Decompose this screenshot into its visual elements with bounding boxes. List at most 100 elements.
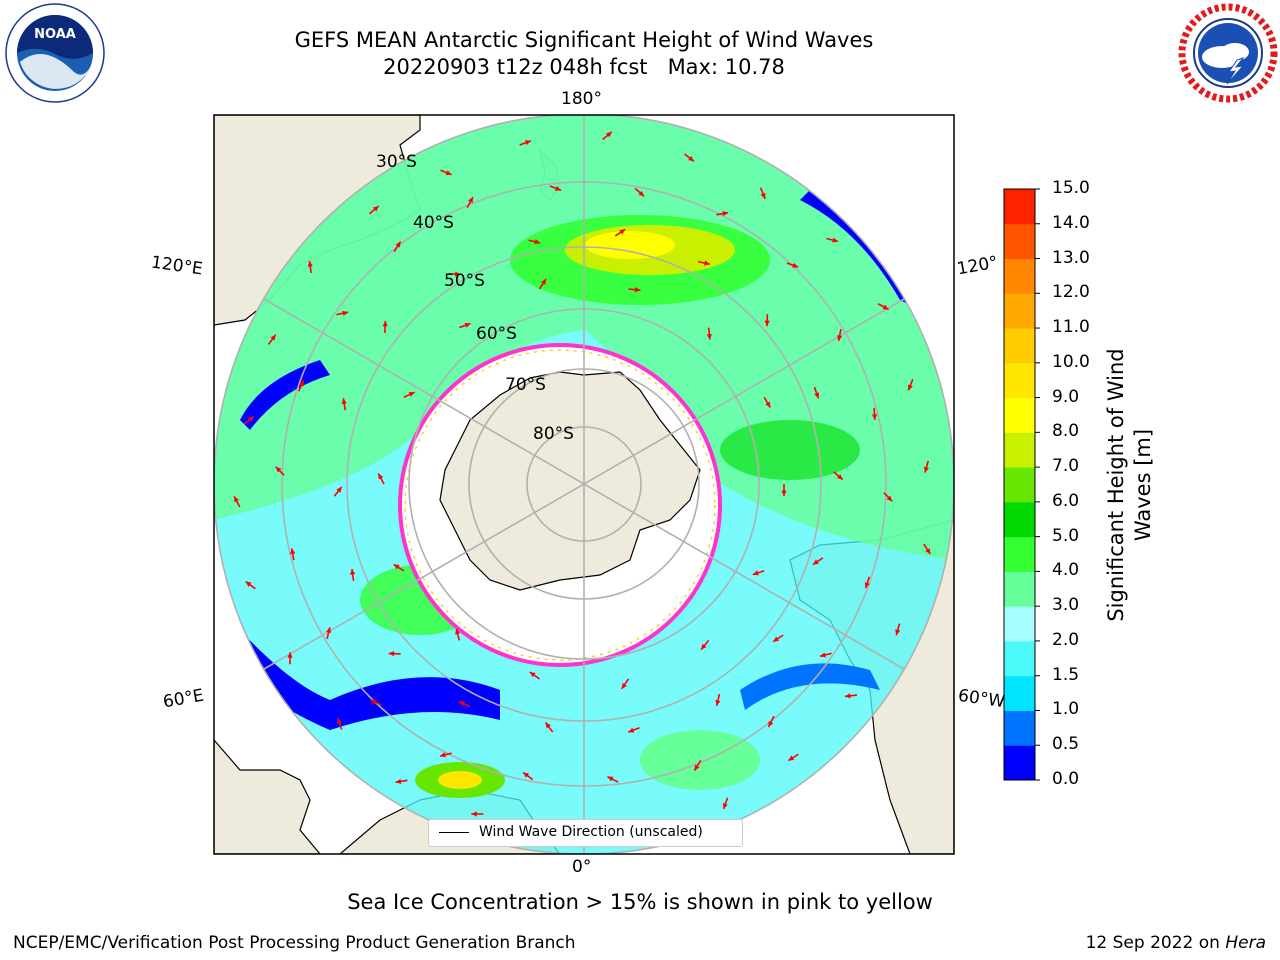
wave-direction-arrowhead: [765, 401, 771, 408]
colorbar-tick-label: 0.0: [1052, 769, 1080, 789]
colorbar-tick-label: 8.0: [1052, 421, 1080, 442]
wave-direction-arrowhead: [812, 559, 819, 565]
colorbar-tick-label: 4.0: [1052, 560, 1080, 581]
colorbar-tick-label: 13.0: [1052, 247, 1090, 268]
colorbar-band: [1004, 675, 1035, 711]
sea-ice-caption: Sea Ice Concentration > 15% is shown in …: [347, 890, 933, 914]
colorbar-tick-label: 7.0: [1052, 456, 1080, 477]
wave-direction-arrowhead: [704, 260, 710, 266]
colorbar-tick-label: 1.0: [1052, 699, 1080, 720]
colorbar-tick-label: 15.0: [1052, 178, 1090, 198]
wave-direction-arrowhead: [372, 206, 379, 212]
wave-direction-arrowhead: [408, 392, 415, 397]
colorbar-band: [1004, 189, 1035, 225]
antarctica-coast: [439, 371, 701, 591]
lon-label-180: 180°: [561, 89, 602, 109]
lat-label-60s: 60°S: [476, 324, 517, 344]
wave-direction-arrowhead: [382, 320, 388, 327]
wave-direction-arrowhead: [923, 466, 929, 473]
wave-direction-arrowhead: [628, 727, 635, 733]
legend-label: Wind Wave Direction (unscaled): [479, 824, 703, 840]
lat-label-40s: 40°S: [413, 213, 454, 233]
wave-direction-arrowhead: [445, 170, 452, 176]
wave-direction-arrowhead: [895, 629, 901, 636]
lat-label-70s: 70°S: [505, 375, 546, 395]
wave-direction-arrowhead: [832, 237, 839, 243]
wave-direction-arrowhead: [540, 278, 547, 285]
wave-direction-arrowhead: [925, 548, 931, 555]
colorbar-band: [1004, 467, 1035, 503]
wind-wave-direction-arrows: [233, 131, 932, 830]
wave-direction-arrowhead: [773, 636, 780, 642]
colorbar: [1004, 188, 1040, 781]
colorbar-band: [1004, 362, 1035, 399]
wave-direction-arrowhead: [814, 392, 820, 399]
wave-direction-arrowhead: [342, 310, 349, 316]
date-text: 12 Sep 2022 on: [1085, 933, 1220, 953]
wave-direction-arrowhead: [752, 570, 759, 576]
wave-direction-arrowhead: [234, 496, 240, 503]
wave-direction-arrowhead: [439, 752, 446, 758]
host-name: Hera: [1225, 933, 1266, 953]
wave-direction-arrowhead: [529, 672, 536, 678]
wave-direction-arrowhead: [844, 693, 851, 699]
wave-direction-arrowhead: [290, 548, 296, 555]
colorbar-band: [1004, 328, 1035, 364]
colorbar-tick-label: 10.0: [1052, 351, 1090, 372]
wave-direction-arrowhead: [523, 772, 530, 778]
colorbar-band: [1004, 571, 1035, 607]
wave-direction-arrowhead: [270, 334, 276, 341]
wave-direction-arrowhead: [464, 322, 471, 328]
colorbar-band: [1004, 432, 1035, 468]
wave-direction-arrowhead: [299, 380, 304, 387]
wave-direction-arrowhead: [524, 140, 531, 146]
colorbar-band: [1004, 745, 1035, 781]
wave-direction-arrowhead: [864, 582, 870, 589]
colorbar-band: [1004, 536, 1035, 572]
wave-direction-arrowhead: [792, 262, 799, 268]
wave-direction-arrowhead: [275, 466, 282, 473]
wave-direction-arrowhead: [350, 569, 356, 575]
colorbar-band: [1004, 501, 1035, 538]
chart-subtitle: 20220903 t12z 048h fcst Max: 10.78: [383, 55, 785, 79]
colorbar-tick-label: 2.0: [1052, 629, 1080, 650]
chart-title: GEFS MEAN Antarctic Significant Height o…: [294, 28, 874, 52]
wave-direction-arrowhead: [534, 239, 541, 245]
wave-direction-arrowhead: [722, 211, 729, 217]
wave-direction-arrowhead: [458, 701, 465, 707]
wave-direction-arrowhead: [836, 474, 843, 480]
wave-direction-arrowhead: [287, 652, 293, 658]
wave-direction-arrowhead: [607, 776, 614, 782]
lat-label-30s: 30°S: [376, 152, 417, 172]
colorbar-band: [1004, 258, 1035, 294]
wave-direction-arrowhead: [722, 803, 728, 810]
wave-direction-arrowhead: [907, 384, 913, 391]
wave-direction-arrowhead: [764, 320, 770, 327]
colorbar-label: Significant Height of Wind Waves [m]: [1104, 348, 1155, 622]
colorbar-tick-label: 6.0: [1052, 490, 1080, 511]
wave-direction-arrowhead: [471, 811, 477, 817]
colorbar-frame: [1003, 188, 1036, 781]
colorbar-band: [1004, 223, 1035, 260]
wave-direction-arrowhead: [247, 416, 254, 422]
wave-direction-arrowhead: [619, 229, 626, 235]
colorbar-tick-label: 1.5: [1052, 664, 1080, 685]
wave-direction-arrowhead: [395, 778, 402, 784]
wave-direction-arrowhead: [455, 271, 461, 277]
map-legend: Wind Wave Direction (unscaled): [428, 819, 743, 847]
colorbar-tick-label: 14.0: [1052, 212, 1090, 233]
wave-direction-arrowhead: [871, 414, 878, 420]
graticule: [214, 115, 954, 854]
wave-direction-arrowhead: [819, 652, 826, 658]
wave-direction-arrowhead: [468, 197, 473, 204]
wave-direction-arrowhead: [688, 156, 695, 162]
colorbar-band: [1004, 710, 1035, 746]
wave-direction-arrowhead: [788, 755, 795, 761]
wave-direction-arrowhead: [455, 628, 461, 635]
africa-land: [214, 739, 321, 854]
wave-direction-arrowhead: [336, 486, 342, 493]
wave-direction-arrowhead: [638, 190, 645, 197]
wave-direction-arrowhead: [378, 473, 384, 480]
wave-direction-arrowhead: [621, 682, 627, 689]
map-frame: [213, 114, 955, 855]
